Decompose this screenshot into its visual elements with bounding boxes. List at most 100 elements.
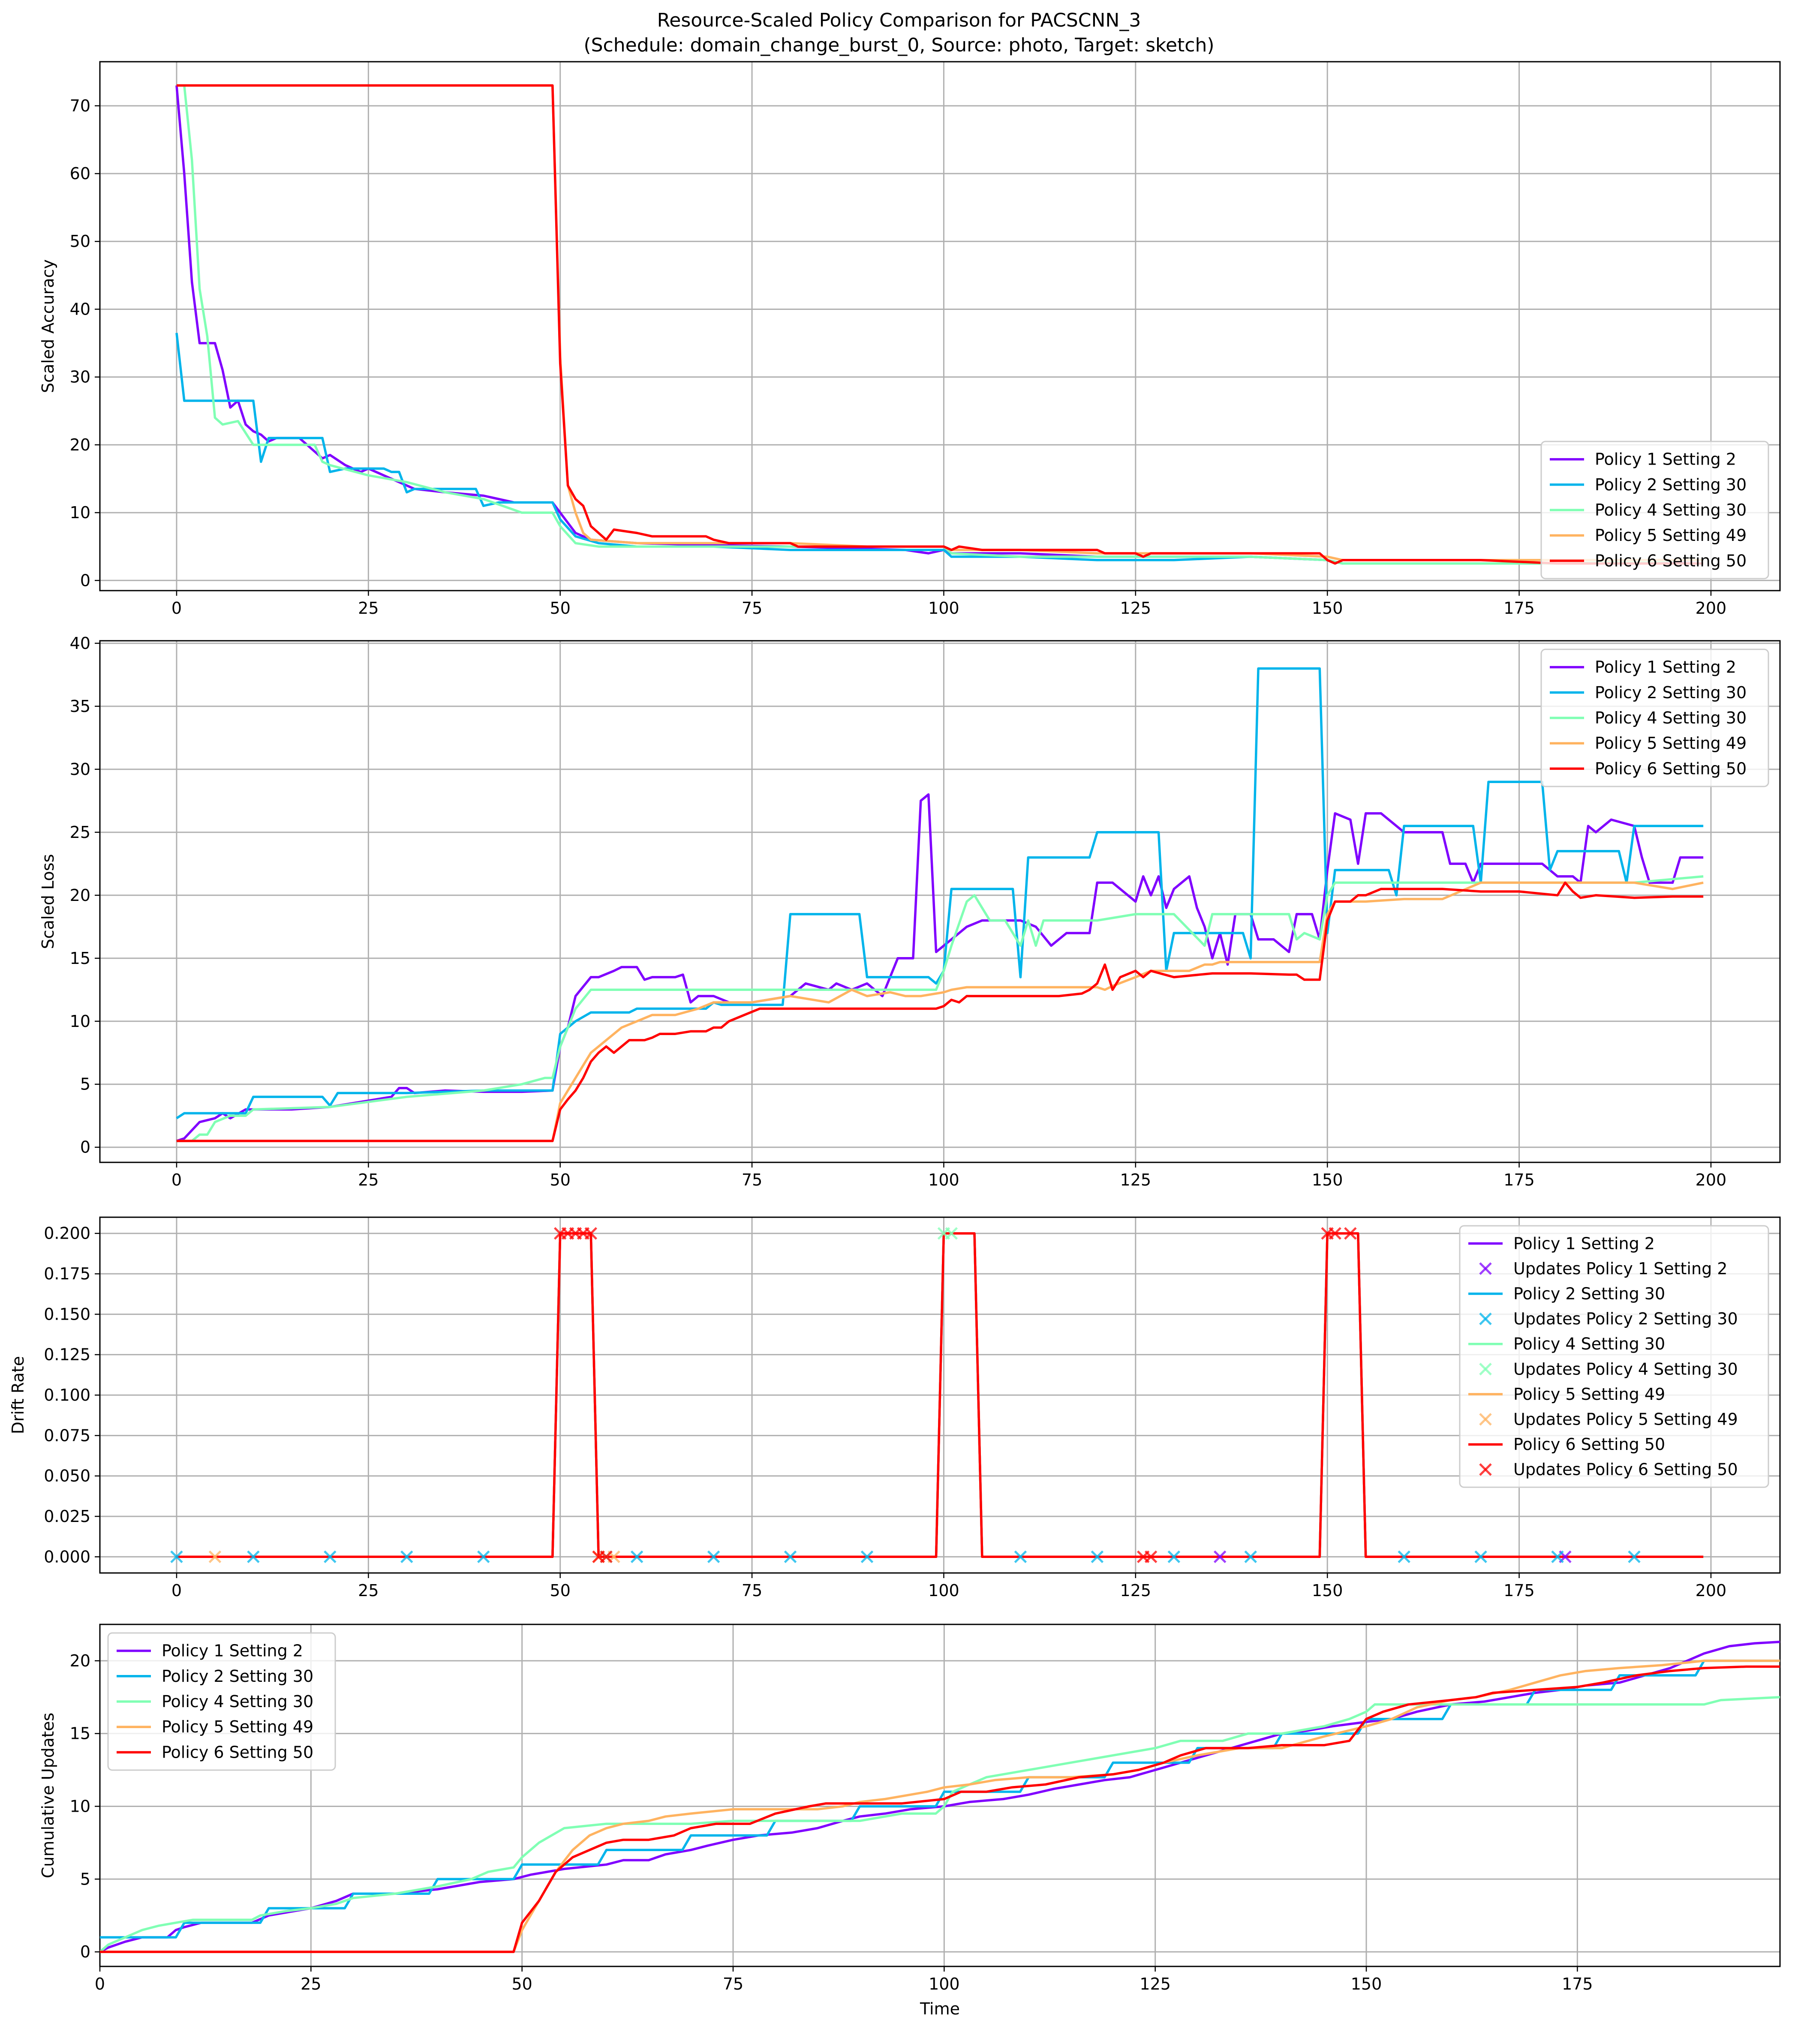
marker-stroke: [1474, 1550, 1487, 1564]
y-tick-label: 20: [70, 886, 90, 905]
y-tick-label: 35: [70, 697, 90, 716]
marker-stroke: [1167, 1550, 1181, 1564]
legend-box: [1540, 648, 1769, 787]
x-tick-label: 50: [550, 1171, 571, 1189]
marker-stroke: [170, 1550, 183, 1564]
legend-label: Policy 6 Setting 50: [162, 1743, 313, 1762]
x-tick-label: 200: [1696, 1581, 1727, 1600]
x-tick-label: 175: [1562, 1975, 1593, 1993]
legend-swatch-marker: [1479, 1463, 1492, 1476]
y-tick-label: 0.175: [44, 1264, 90, 1283]
legend-label: Policy 6 Setting 50: [1595, 759, 1747, 778]
y-tick-label: 0.025: [44, 1507, 90, 1526]
update-marker: [1014, 1550, 1027, 1564]
marker-stroke: [584, 1227, 598, 1240]
legend-label: Policy 1 Setting 2: [1595, 658, 1736, 677]
x-tick-label: 100: [928, 599, 959, 618]
marker-stroke: [400, 1550, 413, 1564]
y-tick-label: 0.050: [44, 1467, 90, 1486]
legend-label: Policy 4 Setting 30: [162, 1692, 313, 1711]
x-tick-label: 0: [171, 1581, 182, 1600]
legend-label: Policy 1 Setting 2: [1595, 450, 1736, 469]
update-marker: [945, 1227, 958, 1240]
legend-label: Policy 4 Setting 30: [1595, 501, 1747, 519]
marker-stroke: [1551, 1550, 1564, 1564]
x-tick-label: 75: [742, 1171, 762, 1189]
update-marker: [860, 1550, 874, 1564]
legend-label: Policy 2 Setting 30: [1595, 683, 1747, 702]
legend-swatch-marker: [1479, 1312, 1492, 1325]
legend-label: Policy 5 Setting 49: [1513, 1385, 1665, 1404]
x-tick-label: 200: [1696, 599, 1727, 618]
x-tick-label: 125: [1120, 1171, 1152, 1189]
y-tick-label: 0: [80, 571, 90, 590]
update-marker: [630, 1550, 643, 1564]
update-marker: [477, 1550, 490, 1564]
series-line-4: [100, 1660, 1780, 1953]
x-tick-label: 175: [1503, 1171, 1535, 1189]
panel-drift: 0 25 50 75 100 125 150 175 200 0.000 0.025 0.050 0.0…: [9, 1216, 1781, 1600]
update-marker: [600, 1550, 613, 1564]
legend-swatch-marker: [1479, 1262, 1492, 1275]
plot-area: [175, 84, 1704, 565]
legend-label: Policy 1 Setting 2: [162, 1642, 303, 1660]
y-tick-label: 50: [70, 232, 90, 251]
legend-label: Policy 4 Setting 30: [1513, 1335, 1665, 1354]
marker-stroke: [1244, 1550, 1257, 1564]
y-axis-label: Scaled Accuracy: [39, 259, 57, 393]
x-tick-label: 0: [171, 599, 182, 618]
drift-line-5: [176, 1232, 1704, 1558]
update-marker: [784, 1550, 797, 1564]
x-tick-label: 75: [723, 1975, 743, 1993]
x-tick-label: 25: [358, 599, 379, 618]
marker-stroke: [945, 1227, 958, 1240]
panel-accuracy: 0 25 50 75 100 125 150 175 200 0 10 20 30 40 50 60 70 Sca…: [39, 61, 1781, 618]
x-tick-label: 100: [928, 1581, 959, 1600]
x-tick-label: 150: [1351, 1975, 1382, 1993]
update-marker: [1167, 1550, 1181, 1564]
y-axis-label: Drift Rate: [9, 1356, 27, 1434]
y-tick-label: 0: [80, 1942, 90, 1961]
marker-stroke: [1213, 1550, 1227, 1564]
x-tick-label: 175: [1503, 1581, 1535, 1600]
y-tick-label: 0.200: [44, 1224, 90, 1243]
x-tick-label: 125: [1140, 1975, 1171, 1993]
x-tick-label: 175: [1503, 599, 1535, 618]
series-line-3: [176, 84, 1704, 565]
legend: Policy 1 Setting 2 Policy 2 Setting 30 Pol…: [1540, 441, 1769, 579]
y-tick-label: 25: [70, 823, 90, 842]
x-tick-label: 50: [511, 1975, 532, 1993]
legend: Policy 1 Setting 2 Policy 2 Setting 30 Pol…: [1540, 648, 1769, 787]
marker-stroke: [630, 1550, 643, 1564]
y-tick-label: 0: [80, 1138, 90, 1157]
legend-label: Updates Policy 6 Setting 50: [1513, 1460, 1738, 1479]
update-marker: [1551, 1550, 1564, 1564]
x-tick-label: 0: [95, 1975, 105, 1993]
legend-label: Policy 5 Setting 49: [1595, 734, 1747, 753]
x-tick-label: 75: [742, 1581, 762, 1600]
series-line-3: [100, 1696, 1780, 1953]
y-tick-label: 10: [70, 503, 90, 522]
update-marker: [247, 1550, 260, 1564]
legend-label: Updates Policy 2 Setting 30: [1513, 1309, 1738, 1328]
plot-area: [170, 1227, 1704, 1564]
axes-frame: [99, 61, 1781, 591]
y-tick-label: 10: [70, 1012, 90, 1031]
series-line-1: [100, 1640, 1780, 1953]
series-line-3: [176, 875, 1704, 1142]
legend-label: Policy 6 Setting 50: [1513, 1435, 1665, 1454]
legend-box: [1540, 441, 1769, 579]
x-tick-label: 50: [550, 599, 571, 618]
x-tick-label: 100: [928, 1171, 959, 1189]
marker-stroke: [1329, 1227, 1341, 1240]
y-tick-label: 10: [70, 1797, 90, 1816]
update-marker: [584, 1227, 598, 1240]
y-tick-label: 0.075: [44, 1426, 90, 1445]
legend-label: Policy 2 Setting 30: [162, 1667, 313, 1686]
chart-title: Resource-Scaled Policy Comparison for PA…: [657, 9, 1141, 31]
legend-label: Policy 5 Setting 49: [162, 1717, 313, 1736]
marker-stroke: [247, 1550, 260, 1564]
update-marker: [1344, 1227, 1357, 1240]
panels: 0 25 50 75 100 125 150 175 200010203040506070Sca…: [9, 61, 1781, 2018]
